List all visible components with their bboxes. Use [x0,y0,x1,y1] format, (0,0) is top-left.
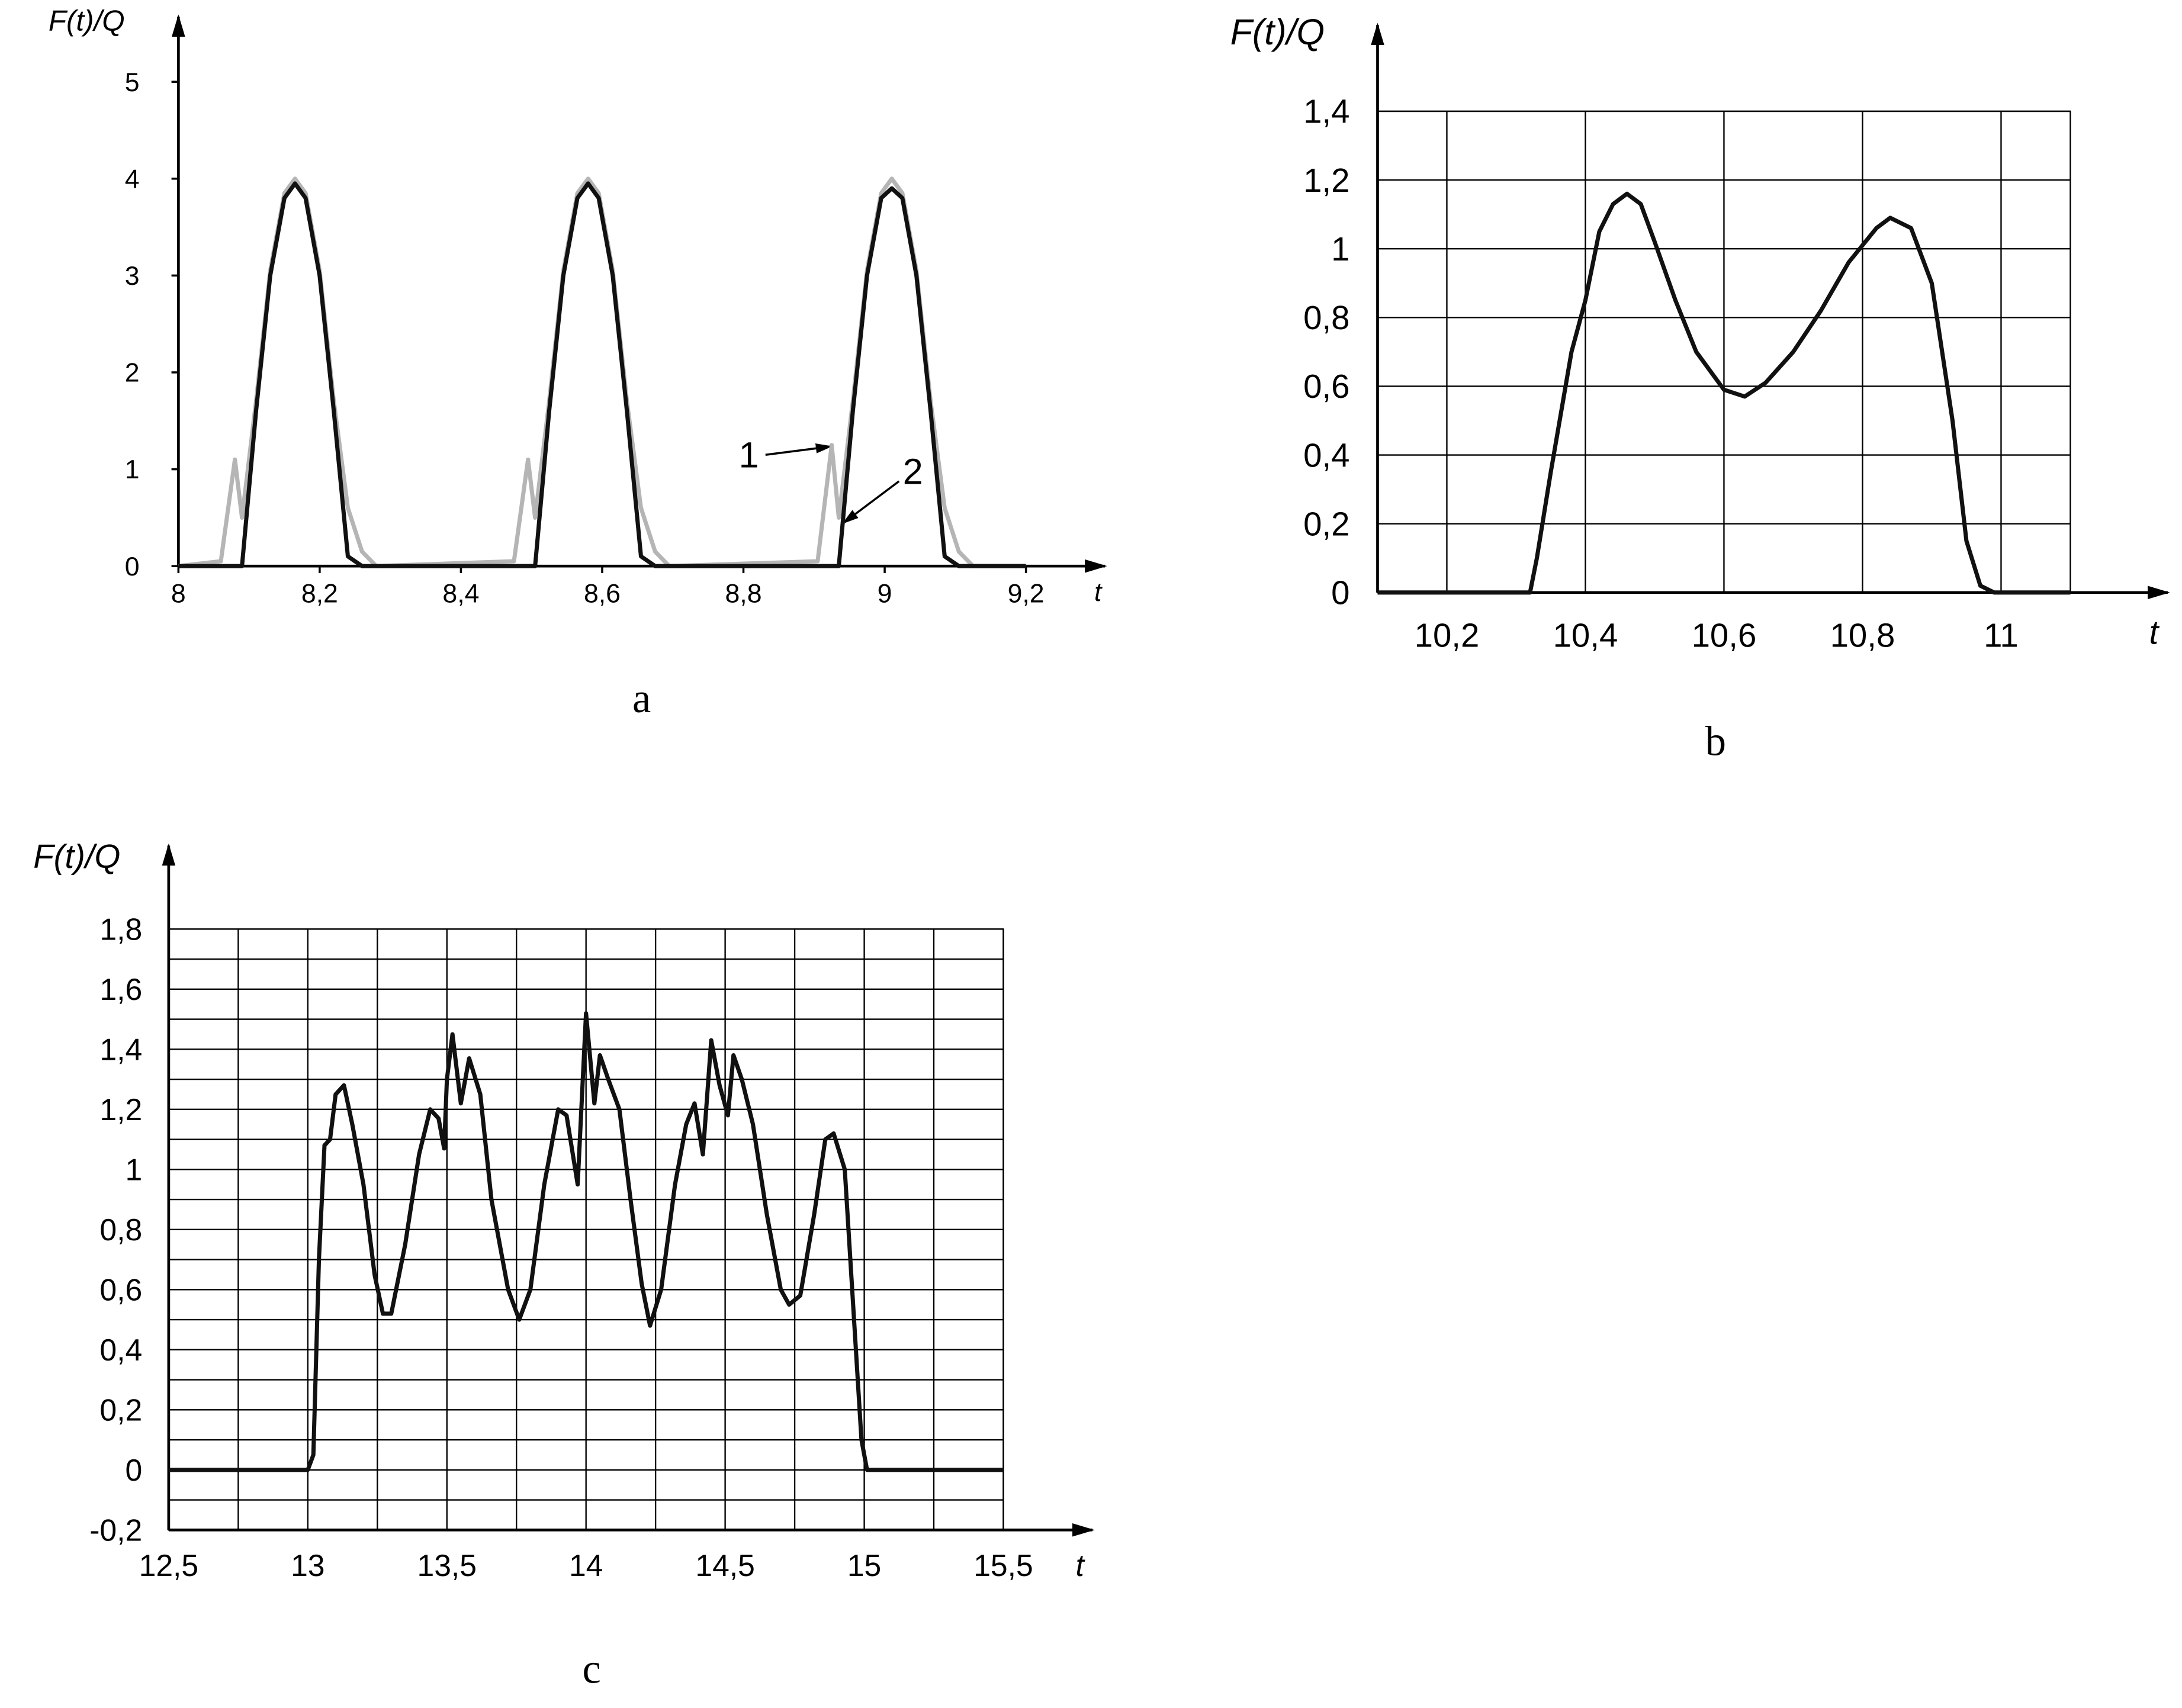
y-tick-label: 1,4 [1303,93,1349,130]
data-line [1377,191,2071,595]
y-tick-label: 0,8 [99,1212,142,1247]
series-line [178,176,1026,568]
y-tick-label: 1,6 [99,972,142,1006]
series-line [178,181,1026,568]
x-axis-label: t [1094,578,1103,607]
x-tick-label: 10,6 [1692,616,1757,654]
y-tick-label: 1,2 [99,1092,142,1127]
y-tick-label: 0,8 [1303,299,1349,336]
y-tick-label: 1 [1331,230,1349,268]
y-tick-label: 1,2 [1303,162,1349,199]
x-tick-label: 13,5 [417,1548,477,1582]
x-axis-label: t [2149,614,2160,651]
x-tick-label: 8,8 [725,579,762,608]
x-tick-label: 8 [171,579,186,608]
x-tick-label: 11 [1984,616,2019,654]
y-tick-label: 4 [125,165,140,194]
y-tick-label: 0,4 [1303,436,1349,474]
x-tick-label: 14,5 [695,1548,755,1582]
annotation: 2 [903,452,923,492]
y-tick-label: 1 [125,1152,142,1186]
x-tick-label: 10,4 [1553,616,1618,654]
x-tick-label: 15 [847,1548,881,1582]
data-line [168,1011,1004,1472]
annotation-arrow [842,480,900,525]
x-tick-label: 9,2 [1008,579,1045,608]
annotation: 1 [739,435,759,475]
y-tick-label: 5 [125,68,140,97]
y-tick-label: 1,4 [99,1032,142,1066]
x-axis-label: t [1076,1548,1086,1582]
annotation-arrow [765,443,833,456]
x-tick-label: 15,5 [973,1548,1033,1582]
y-tick-label: 0,2 [1303,505,1349,542]
y-tick-label: 3 [125,262,140,291]
y-axis-label: F(t)/Q [1230,12,1325,52]
x-tick-label: 9 [878,579,892,608]
y-tick-label: 0 [1331,574,1349,612]
x-tick-label: 10,2 [1415,616,1480,654]
panel-caption: c [582,1646,600,1693]
y-tick-label: 0,6 [99,1272,142,1307]
x-tick-label: 13 [291,1548,324,1582]
x-tick-label: 12,5 [139,1548,199,1582]
x-tick-label: 8,2 [301,579,338,608]
x-tick-label: 10,8 [1830,616,1895,654]
y-tick-label: 0,2 [99,1392,142,1427]
x-tick-label: 8,4 [442,579,479,608]
x-tick-label: 14 [569,1548,603,1582]
y-tick-label: 1 [125,455,140,484]
y-tick-label: 0,4 [99,1333,142,1367]
y-tick-label: 0 [125,1453,142,1487]
x-tick-label: 8,6 [584,579,621,608]
y-tick-label: -0,2 [89,1513,142,1547]
y-axis-label: F(t)/Q [33,838,120,875]
panel-caption: a [632,676,651,722]
y-tick-label: 2 [125,359,140,388]
y-tick-label: 0 [125,552,140,581]
y-tick-label: 1,8 [99,912,142,946]
panel-caption: b [1705,719,1726,765]
y-axis-label: F(t)/Q [49,5,125,37]
y-tick-label: 0,6 [1303,368,1349,405]
